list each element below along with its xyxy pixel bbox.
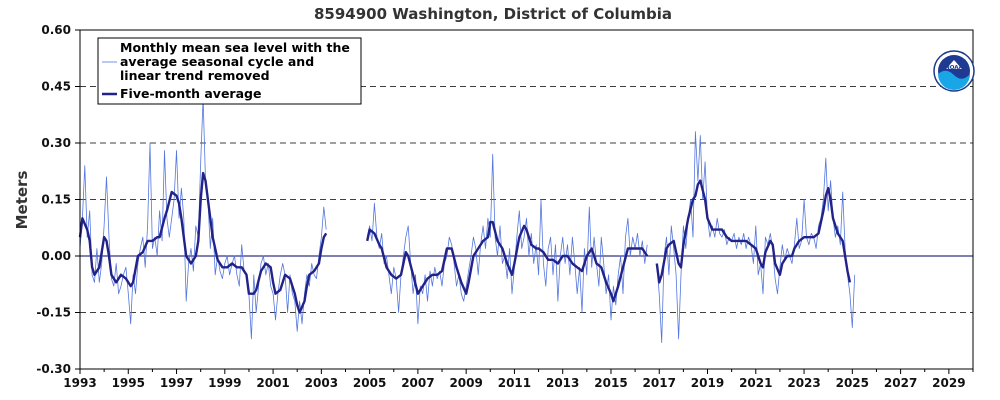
y-tick-label: 0.45 xyxy=(41,80,71,94)
x-tick-label: 2005 xyxy=(353,376,386,390)
average-series-group xyxy=(78,171,852,314)
five-month-average-line xyxy=(655,179,852,284)
x-tick-label: 2027 xyxy=(884,376,917,390)
y-tick-label: -0.30 xyxy=(36,362,71,376)
chart-title: 8594900 Washington, District of Columbia xyxy=(314,5,672,23)
noaa-logo: NOAA xyxy=(933,50,975,92)
legend-average-label: Five-month average xyxy=(120,86,261,101)
x-tick-label: 2029 xyxy=(932,376,965,390)
monthly-series-group xyxy=(79,97,856,343)
x-tick-label: 2023 xyxy=(787,376,820,390)
x-tick-label: 2007 xyxy=(401,376,434,390)
y-axis: -0.30 -0.15 0.00 0.15 0.30 0.45 0.60 xyxy=(36,23,80,376)
monthly-series-line xyxy=(656,131,856,343)
legend-monthly-label-3: linear trend removed xyxy=(120,68,270,83)
y-tick-label: 0.60 xyxy=(41,23,71,37)
x-tick-label: 2009 xyxy=(449,376,482,390)
x-tick-label: 2003 xyxy=(305,376,338,390)
five-month-average-line xyxy=(78,171,328,314)
monthly-series-line xyxy=(366,153,648,325)
x-tick-label: 2011 xyxy=(498,376,531,390)
x-tick-label: 2015 xyxy=(594,376,627,390)
legend: Monthly mean sea level with the average … xyxy=(97,37,362,105)
legend-monthly-label-2: average seasonal cycle and xyxy=(120,54,314,69)
svg-text:NOAA: NOAA xyxy=(945,65,963,71)
x-tick-label: 1993 xyxy=(63,376,96,390)
x-tick-label: 1995 xyxy=(112,376,145,390)
x-tick-label: 2019 xyxy=(691,376,724,390)
y-tick-label: 0.30 xyxy=(41,136,71,150)
legend-monthly-label-1: Monthly mean sea level with the xyxy=(120,40,350,55)
five-month-average-line xyxy=(366,220,649,303)
y-tick-label: -0.15 xyxy=(36,306,71,320)
x-axis: 1993 1995 1997 1999 2001 2003 2005 2007 2009 2011… xyxy=(63,369,974,390)
legend-box xyxy=(97,37,362,105)
grid-lines xyxy=(80,86,973,313)
x-tick-label: 1997 xyxy=(160,376,193,390)
x-tick-label: 2013 xyxy=(546,376,579,390)
y-tick-label: 0.15 xyxy=(41,193,71,207)
y-tick-label: 0.00 xyxy=(41,249,71,263)
x-tick-label: 2025 xyxy=(836,376,869,390)
x-tick-label: 1999 xyxy=(208,376,241,390)
x-tick-label: 2021 xyxy=(739,376,772,390)
x-tick-label: 2001 xyxy=(256,376,289,390)
monthly-series-line xyxy=(79,97,327,340)
x-tick-label: 2017 xyxy=(643,376,676,390)
y-axis-label: Meters xyxy=(13,171,31,230)
